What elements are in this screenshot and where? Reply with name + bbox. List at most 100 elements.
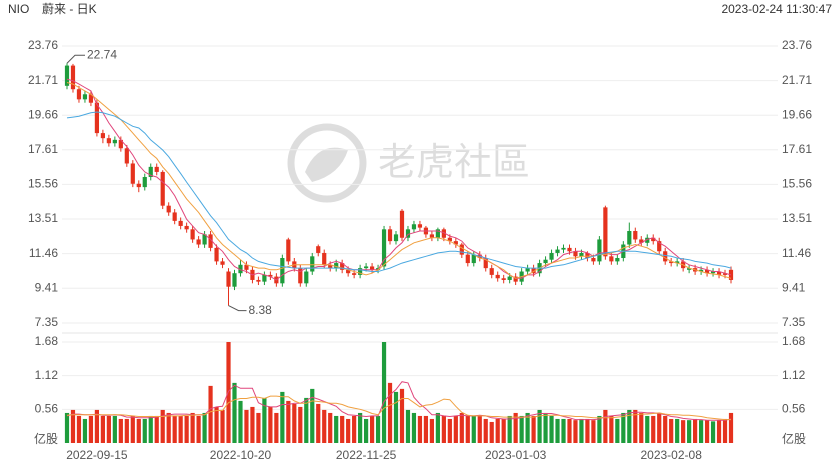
candle-body: [304, 271, 309, 284]
volume-bar: [633, 409, 638, 443]
y-tick-label: 11.46: [29, 246, 58, 260]
volume-bar: [286, 400, 291, 443]
candle-body: [106, 138, 111, 144]
candle-body: [358, 268, 363, 275]
candle-body: [298, 268, 303, 284]
volume-bar: [411, 412, 417, 443]
volume-bar: [501, 418, 506, 443]
volume-bar: [334, 415, 339, 443]
candle-body: [286, 239, 291, 262]
volume-bar: [603, 409, 608, 443]
volume-tick-label-right: 1.68: [782, 334, 806, 348]
candle-body: [561, 247, 566, 250]
volume-bar: [304, 397, 309, 443]
volume-bar: [657, 412, 662, 443]
candle-body: [118, 139, 123, 149]
volume-bar: [429, 418, 435, 443]
volume-bar: [358, 412, 363, 443]
volume-bar: [543, 412, 548, 443]
volume-tick-label-right: 1.12: [782, 368, 806, 382]
candle-body: [675, 261, 680, 264]
volume-bar: [298, 406, 303, 443]
watermark: 老虎社區: [287, 123, 530, 203]
candle-body: [429, 234, 435, 238]
candle-body: [405, 229, 411, 238]
volume-bar: [82, 418, 88, 443]
volume-bar: [250, 406, 255, 443]
ticker: NIO: [8, 2, 29, 16]
candle-body: [226, 271, 231, 287]
candle-body: [184, 225, 189, 230]
volume-bar: [166, 412, 171, 443]
y-tick-label-right: 9.41: [782, 280, 806, 294]
candle-body: [352, 273, 357, 275]
volume-bar: [639, 412, 644, 443]
candle-body: [100, 133, 105, 139]
volume-bar: [561, 418, 566, 443]
candle-body: [698, 269, 704, 272]
candle-body: [334, 263, 339, 269]
volume-bar: [405, 409, 411, 443]
volume-bar: [698, 420, 704, 443]
volume-bar: [435, 412, 440, 443]
candle-body: [399, 210, 405, 238]
volume-bar: [609, 415, 614, 443]
volume-bar: [352, 415, 357, 443]
y-tick-label: 13.51: [28, 211, 58, 225]
candle-body: [507, 276, 512, 280]
volume-bar: [693, 418, 698, 443]
candle-body: [609, 256, 614, 262]
candle-body: [687, 268, 692, 270]
volume-bar: [172, 415, 177, 443]
volume-bar: [316, 403, 321, 443]
candle-body: [148, 166, 153, 177]
volume-bar: [64, 412, 70, 443]
volume-bar: [519, 415, 524, 443]
watermark-text: 老虎社區: [378, 142, 530, 184]
volume-bar: [387, 382, 393, 443]
y-tick-label-right: 13.51: [782, 211, 812, 225]
candle-body: [316, 246, 321, 253]
candle-body: [393, 234, 399, 242]
min-label: 8.38: [249, 303, 273, 317]
candle-body: [369, 266, 375, 270]
volume-bar: [136, 418, 141, 443]
candle-body: [651, 237, 656, 242]
volume-bar: [453, 415, 458, 443]
candle-body: [202, 234, 207, 245]
volume-bar: [465, 415, 470, 443]
candle-body: [639, 239, 644, 243]
x-tick-label: 2023-02-08: [640, 448, 702, 462]
volume-ma-line: [66, 395, 731, 421]
y-tick-label-right: 11.46: [782, 246, 811, 260]
candle-body: [513, 276, 518, 282]
y-tick-label-right: 17.61: [782, 142, 812, 156]
y-tick-label-right: 7.35: [782, 315, 806, 329]
candle-body: [495, 274, 500, 279]
candle-body: [417, 224, 423, 228]
candle-body: [166, 205, 171, 213]
x-tick-label: 2022-11-25: [336, 448, 397, 462]
candle-body: [340, 263, 345, 270]
candle-body: [615, 258, 620, 262]
candle-body: [220, 261, 225, 265]
volume-bar: [375, 415, 381, 443]
volume-bar: [118, 418, 123, 443]
y-tick-label: 9.41: [35, 280, 59, 294]
candle-body: [603, 207, 608, 257]
y-tick-label-right: 21.71: [782, 73, 812, 87]
volume-bar: [262, 397, 267, 443]
volume-bar: [710, 421, 716, 443]
candle-body: [669, 261, 674, 264]
volume-bar: [274, 412, 279, 443]
volume-bar: [471, 415, 476, 443]
candle-body: [471, 254, 476, 264]
volume-bar: [399, 388, 405, 443]
min-leader: [228, 305, 247, 312]
volume-bar: [322, 409, 327, 443]
candle-body: [190, 229, 195, 240]
volume-bar: [393, 391, 399, 443]
volume-bar: [441, 415, 446, 443]
watermark-logo-mark: [305, 147, 348, 182]
